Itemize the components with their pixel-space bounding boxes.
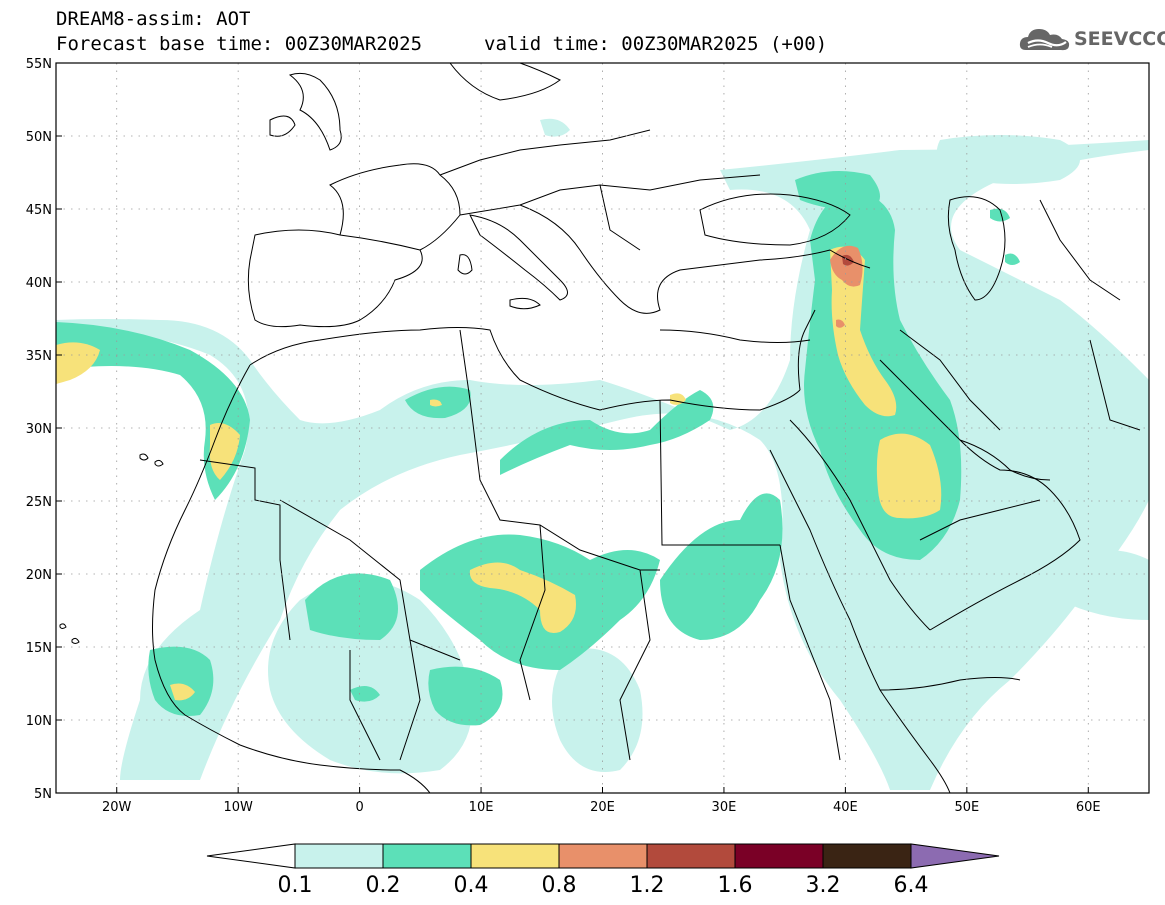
colorbar-over-arrow [910, 843, 1000, 869]
lon-tick-label: 0 [355, 800, 363, 815]
forecast-base-time: Forecast base time: 00Z30MAR2025 [56, 33, 423, 55]
lon-tick-label: 20E [590, 800, 615, 815]
lat-tick-label: 35N [26, 349, 52, 364]
colorbar-segment [734, 843, 824, 869]
colorbar-label: 0.4 [454, 873, 489, 898]
lat-tick-label: 10N [26, 714, 52, 729]
lat-tick-label: 45N [26, 203, 52, 218]
colorbar-segment [822, 843, 912, 869]
valid-time: valid time: 00Z30MAR2025 (+00) [484, 33, 828, 55]
colorbar-label: 1.2 [630, 873, 665, 898]
lat-tick-label: 55N [26, 57, 52, 72]
colorbar-segment [470, 843, 560, 869]
lon-tick-label: 50E [954, 800, 979, 815]
colorbar-segment [646, 843, 736, 869]
lon-tick-label: 30E [712, 800, 737, 815]
axis-tick-labels: 20W 10W 0 10E 20E 30E 40E 50E 60E 5N 10N 15N 20N 25N 3… [26, 57, 1101, 815]
aot-level-1.2 [842, 254, 854, 266]
map-gridlines [56, 62, 1149, 794]
colorbar-label: 0.1 [278, 873, 313, 898]
colorbar-under-arrow [206, 843, 296, 869]
aot-level-0.8 [830, 245, 863, 328]
colorbar-label: 6.4 [894, 873, 929, 898]
lon-tick-label: 60E [1076, 800, 1101, 815]
lon-tick-label: 40E [833, 800, 858, 815]
colorbar-segment [558, 843, 648, 869]
colorbar-label: 0.2 [366, 873, 401, 898]
colorbar-label: 3.2 [806, 873, 841, 898]
colorbar-segment [382, 843, 472, 869]
lat-tick-label: 25N [26, 495, 52, 510]
aot-shading [56, 118, 1149, 790]
map-title: DREAM8-assim: AOT [56, 8, 251, 30]
colorbar-segment [294, 843, 384, 869]
seevccc-logo: SEEVCCC [1018, 24, 1165, 56]
lon-tick-label: 10E [469, 800, 494, 815]
lat-tick-label: 40N [26, 276, 52, 291]
lat-tick-label: 5N [34, 787, 52, 802]
colorbar-label: 0.8 [542, 873, 577, 898]
lat-tick-label: 20N [26, 568, 52, 583]
lon-tick-label: 20W [102, 800, 132, 815]
lat-tick-label: 50N [26, 130, 52, 145]
lat-tick-label: 30N [26, 422, 52, 437]
colorbar-label: 1.6 [718, 873, 753, 898]
logo-text: SEEVCCC [1074, 28, 1165, 50]
colorbar: 0.1 0.2 0.4 0.8 1.2 1.6 3.2 6.4 [206, 843, 1000, 898]
lon-tick-label: 10W [223, 800, 253, 815]
cloud-icon [1019, 29, 1070, 51]
coastlines-and-borders [59, 63, 1141, 793]
lat-tick-label: 15N [26, 641, 52, 656]
